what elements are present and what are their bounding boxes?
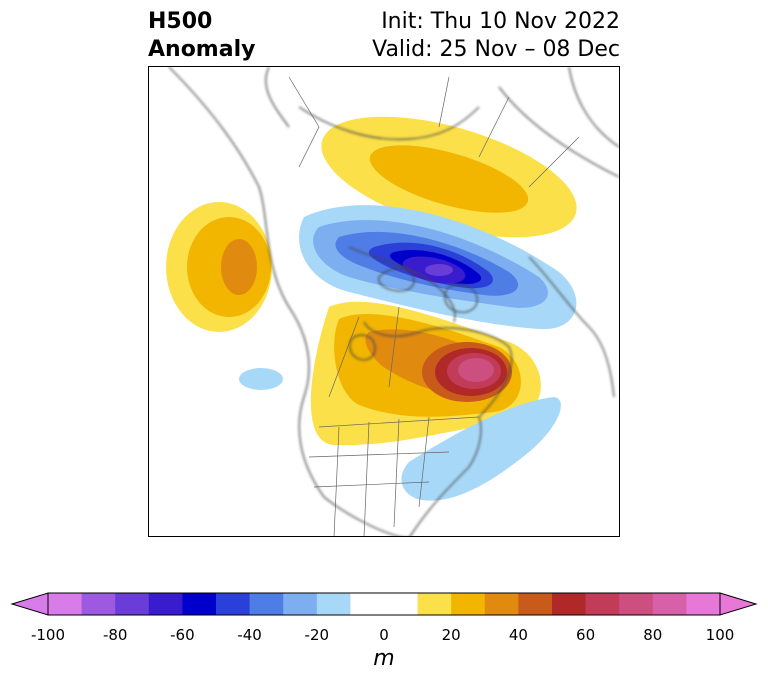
negative-anomaly-ne-pacific <box>239 368 283 390</box>
colorbar-bin <box>115 593 150 615</box>
colorbar-tick-label: -40 <box>237 626 262 644</box>
coastlines <box>168 67 619 536</box>
colorbar-tick-label: -100 <box>30 626 66 644</box>
colorbar-bin <box>148 593 183 615</box>
borders <box>288 76 580 536</box>
anomaly-map <box>166 67 619 536</box>
title-line1: H500 <box>148 9 213 34</box>
colorbar-bin <box>316 593 351 615</box>
colorbar-bin <box>451 593 486 615</box>
colorbar-max-arrow <box>719 592 758 616</box>
colorbar <box>0 585 768 625</box>
colorbar-bin <box>686 593 721 615</box>
colorbar-outline <box>47 592 721 616</box>
colorbar-min-arrow <box>10 592 49 616</box>
colorbar-bin <box>350 593 385 615</box>
colorbar-bin <box>384 593 419 615</box>
title-line2: Anomaly <box>148 37 256 62</box>
colorbar-tick-label: 40 <box>508 626 528 644</box>
colorbar-tick-label: 0 <box>379 626 389 644</box>
colorbar-bin <box>48 593 83 615</box>
colorbar-tick-label: 60 <box>576 626 596 644</box>
colorbar-tick-label: -20 <box>304 626 330 644</box>
valid-label: Valid: 25 Nov – 08 Dec <box>372 37 620 62</box>
init-label: Init: Thu 10 Nov 2022 <box>381 9 620 34</box>
colorbar-bin <box>585 593 620 615</box>
colorbar-svg <box>10 592 758 616</box>
colorbar-bin <box>417 593 452 615</box>
map-title: H500 Anomaly <box>148 8 255 64</box>
colorbar-tick-label: -80 <box>102 626 128 644</box>
colorbar-tick-label: -60 <box>170 626 195 644</box>
colorbar-tick-label: 100 <box>705 626 735 644</box>
colorbar-unit: m <box>373 646 395 671</box>
colorbar-bin <box>619 593 654 615</box>
positive-anomaly-arctic <box>321 116 577 238</box>
colorbar-bin <box>283 593 318 615</box>
colorbar-bin <box>182 593 217 615</box>
colorbar-bin <box>81 593 116 615</box>
negative-anomaly-atlantic <box>401 397 561 501</box>
positive-anomaly-canada <box>310 301 541 446</box>
positive-anomaly-pacific <box>166 202 272 332</box>
colorbar-tick-label: 80 <box>643 626 663 644</box>
colorbar-bin <box>552 593 587 615</box>
colorbar-bin <box>518 593 553 615</box>
colorbar-bin <box>216 593 251 615</box>
map-panel <box>148 66 620 537</box>
map-dates: Init: Thu 10 Nov 2022 Valid: 25 Nov – 08… <box>372 8 620 64</box>
negative-anomaly-arctic <box>299 205 577 330</box>
colorbar-tick-label: 20 <box>441 626 461 644</box>
colorbar-bin <box>249 593 284 615</box>
colorbar-bin <box>652 593 687 615</box>
colorbar-bin <box>484 593 519 615</box>
